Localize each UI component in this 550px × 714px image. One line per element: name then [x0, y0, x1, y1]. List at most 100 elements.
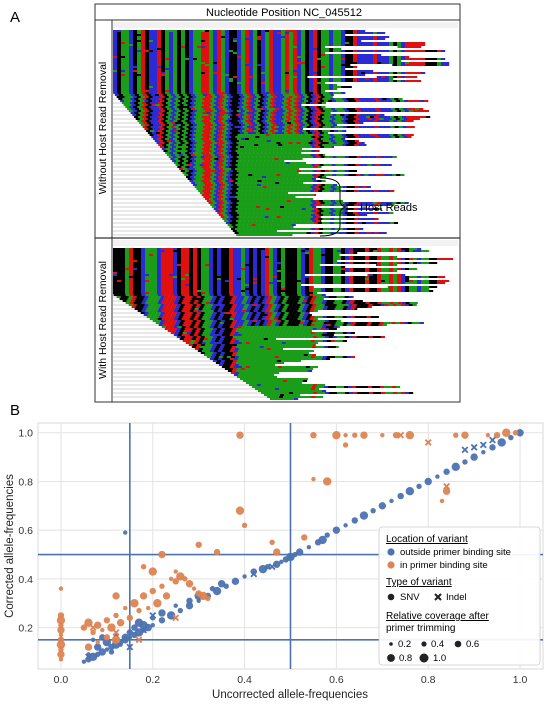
- read-base: [297, 194, 302, 196]
- read-base: [165, 82, 170, 84]
- read-base: [127, 104, 132, 106]
- read-base: [205, 36, 210, 38]
- read-base: [320, 100, 325, 102]
- read-base: [249, 82, 254, 84]
- read-base: [160, 128, 165, 130]
- read-base: [245, 52, 250, 54]
- empty-row-segment: [113, 112, 131, 114]
- read-base: [321, 68, 326, 70]
- read-base: [316, 184, 322, 186]
- read-base: [305, 90, 310, 92]
- read-base: [212, 170, 217, 172]
- read-base: [133, 62, 138, 64]
- read-base: [361, 38, 366, 40]
- read-base: [208, 142, 213, 144]
- read-base: [253, 106, 258, 108]
- read-base: [202, 144, 207, 146]
- read-base: [285, 64, 290, 66]
- read-base: [293, 102, 299, 104]
- read-base: [340, 114, 345, 116]
- read-base: [208, 96, 213, 98]
- read-base: [309, 90, 314, 92]
- read-base: [197, 134, 202, 136]
- read-base: [201, 138, 206, 140]
- read-base: [149, 42, 154, 44]
- read-base: [285, 56, 290, 58]
- read-base: [266, 126, 271, 128]
- read-base: [282, 172, 287, 174]
- read-base: [275, 108, 280, 110]
- read-base: [360, 114, 365, 116]
- read-base: [293, 84, 298, 86]
- read-base: [181, 40, 186, 42]
- read-base: [225, 116, 231, 118]
- read-base: [133, 44, 138, 46]
- read-base: [294, 112, 299, 114]
- read-base: [240, 156, 245, 158]
- read-base: [224, 124, 230, 126]
- read-base: [197, 36, 202, 38]
- read-base: [309, 84, 314, 86]
- read-base: [226, 144, 231, 146]
- read-base: [148, 128, 153, 130]
- read-base: [296, 110, 301, 112]
- read-base: [149, 90, 154, 92]
- read-base: [170, 112, 175, 114]
- read-base: [281, 42, 286, 44]
- read-base: [167, 136, 172, 138]
- read-base: [232, 124, 238, 126]
- read-base: [295, 136, 300, 138]
- read-base: [197, 82, 202, 84]
- read-base: [306, 190, 311, 192]
- read-base: [117, 68, 122, 70]
- read-base: [225, 42, 230, 44]
- read-base: [289, 64, 294, 66]
- read-base: [321, 66, 326, 68]
- read-base: [289, 84, 294, 86]
- read-base: [245, 84, 250, 86]
- read-base: [309, 44, 314, 46]
- read-base: [320, 110, 325, 112]
- read-base: [245, 46, 250, 48]
- read-base: [157, 62, 162, 64]
- read-base: [237, 32, 242, 34]
- read-base: [243, 146, 249, 148]
- read-base: [249, 88, 254, 90]
- read-base: [137, 58, 142, 60]
- read-base: [185, 62, 190, 64]
- read-base: [165, 78, 170, 80]
- read-base: [165, 138, 170, 140]
- read-base: [249, 70, 254, 72]
- read-base: [212, 114, 217, 116]
- read-base: [252, 174, 257, 176]
- read-base: [161, 38, 166, 40]
- read-base: [297, 58, 302, 60]
- read-base: [230, 94, 236, 96]
- read-base: [277, 60, 282, 62]
- read-base: [193, 120, 198, 122]
- read-base: [223, 104, 228, 106]
- read-base: [249, 80, 254, 82]
- read-base: [257, 48, 262, 50]
- read-base: [187, 122, 192, 124]
- read-base: [337, 62, 342, 64]
- read-base: [205, 138, 210, 140]
- read-base: [371, 108, 376, 110]
- read-base: [348, 100, 353, 102]
- read-base: [137, 92, 142, 94]
- read-base: [245, 102, 251, 104]
- read-base: [287, 146, 293, 148]
- read-base: [309, 78, 314, 80]
- read-base: [193, 52, 198, 54]
- read-base: [261, 152, 266, 154]
- read-base: [137, 44, 142, 46]
- read-base: [175, 132, 181, 134]
- read-base: [233, 138, 238, 140]
- read-base: [385, 42, 390, 44]
- read-base: [272, 156, 277, 158]
- read-base: [165, 76, 170, 78]
- read-base: [227, 192, 233, 194]
- read-base: [216, 174, 221, 176]
- read-base: [372, 110, 377, 112]
- read-base: [162, 94, 168, 96]
